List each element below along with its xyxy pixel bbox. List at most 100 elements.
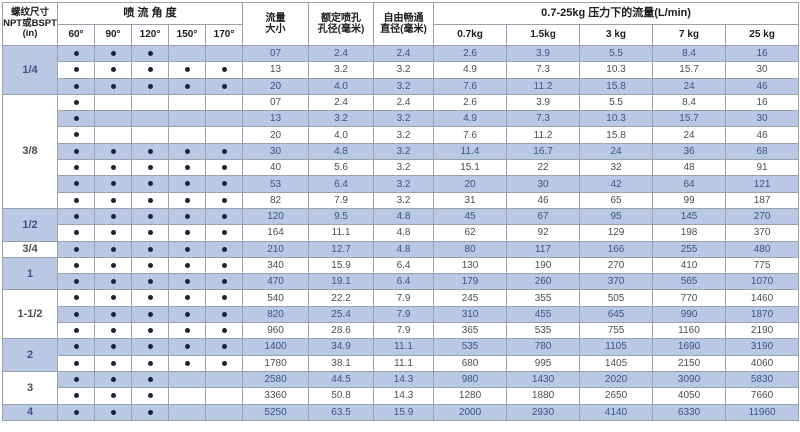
angle-availability-cell [94, 159, 132, 177]
free-passage-cell: 3.2 [373, 110, 435, 128]
flow-rate-cell: 5.5 [579, 93, 654, 112]
free-passage-cell: 15.9 [373, 403, 435, 421]
free-passage-cell: 3.2 [373, 126, 435, 144]
angle-availability-cell [168, 289, 206, 307]
flow-size-cell: 470 [242, 273, 310, 291]
dot-icon [221, 148, 227, 154]
flow-rate-cell: 95 [579, 207, 654, 226]
flow-rate-cell: 2930 [506, 403, 581, 421]
flow-rate-cell: 32 [579, 159, 654, 177]
dot-icon [110, 262, 116, 268]
free-passage-cell: 7.9 [373, 305, 435, 324]
dot-icon [73, 311, 79, 317]
flow-size-cell: 40 [242, 159, 310, 177]
thread-size-cell: 3/4 [2, 240, 58, 258]
flow-rate-cell: 1460 [725, 289, 800, 307]
dot-icon [110, 67, 116, 73]
dot-icon [110, 83, 116, 89]
header-flow-line2: 大小 [265, 24, 286, 35]
flow-rate-cell: 15.8 [579, 77, 654, 95]
flow-rate-cell: 1070 [725, 273, 800, 291]
free-passage-cell: 3.2 [373, 159, 435, 177]
flow-rate-cell: 980 [433, 370, 508, 389]
header-free-passage-line1: 自由畅通 [383, 12, 424, 24]
angle-availability-cell [168, 126, 206, 144]
flow-size-cell: 13 [242, 61, 310, 79]
flow-rate-cell: 130 [433, 256, 508, 275]
flow-rate-cell: 1105 [579, 338, 654, 356]
table-row: 164 11.1 4.8 62 92 129 198 370 [3, 224, 800, 242]
flow-rate-cell: 2150 [652, 354, 727, 372]
flow-size-cell: 2580 [242, 370, 310, 389]
free-passage-cell: 3.2 [373, 191, 435, 209]
thread-size-cell: 1/4 [2, 45, 58, 95]
angle-availability-cell [168, 77, 206, 95]
dot-icon [147, 393, 153, 399]
flow-rate-cell: 3.9 [506, 44, 581, 63]
angle-availability-cell [57, 224, 95, 242]
flow-rate-cell: 7.6 [433, 126, 508, 144]
dot-icon [221, 279, 227, 285]
angle-availability-cell [57, 273, 95, 291]
flow-rate-cell: 67 [506, 207, 581, 226]
dot-icon [147, 246, 153, 252]
angle-availability-cell [168, 142, 206, 161]
orifice-diameter-cell: 50.8 [308, 387, 375, 405]
angle-availability-cell [168, 240, 206, 258]
angle-availability-cell [57, 159, 95, 177]
dot-icon [73, 213, 79, 219]
flow-rate-cell: 65 [579, 191, 654, 209]
thread-size-cell: 1 [2, 256, 58, 291]
flow-rate-cell: 15.8 [579, 126, 654, 144]
angle-availability-cell [204, 322, 244, 340]
dot-icon [73, 181, 79, 187]
angle-availability-cell [204, 142, 244, 161]
flow-rate-cell: 99 [652, 191, 727, 209]
angle-availability-cell [94, 61, 132, 79]
table-row: 3360 50.8 14.3 1280 1880 2650 4050 7660 [3, 387, 800, 405]
orifice-diameter-cell: 63.5 [308, 403, 375, 421]
flow-size-cell: 20 [242, 126, 310, 144]
dot-icon [147, 67, 153, 73]
dot-icon [110, 360, 116, 366]
dot-icon [73, 344, 79, 350]
dot-icon [184, 295, 190, 301]
flow-rate-cell: 370 [579, 273, 654, 291]
angle-availability-cell [204, 93, 244, 112]
flow-size-cell: 5250 [242, 403, 310, 421]
header-thread-line2: NPT或BSPT [3, 17, 57, 29]
header-pressure-7kg: 7 kg [652, 24, 727, 46]
dot-icon [147, 83, 153, 89]
dot-icon [221, 344, 227, 350]
flow-rate-cell: 190 [506, 256, 581, 275]
orifice-diameter-cell: 25.4 [308, 305, 375, 324]
flow-rate-cell: 10.3 [579, 61, 654, 79]
flow-size-cell: 53 [242, 175, 310, 193]
dot-icon [221, 67, 227, 73]
flow-rate-cell: 8.4 [652, 44, 727, 63]
table-row: 13 3.2 3.2 4.9 7.3 10.3 15.7 30 [3, 110, 800, 128]
angle-availability-cell [168, 207, 206, 226]
flow-rate-cell: 7.6 [433, 77, 508, 95]
flow-size-cell: 340 [242, 256, 310, 275]
dot-icon [110, 328, 116, 334]
header-pressure-flow-group: 0.7-25kg 压力下的流量(L/min) [433, 2, 800, 25]
free-passage-cell: 7.9 [373, 289, 435, 307]
dot-icon [147, 279, 153, 285]
angle-availability-cell [204, 354, 244, 372]
header-spray-angle-group: 喷 流 角 度 [56, 2, 244, 25]
flow-rate-cell: 4060 [725, 354, 800, 372]
header-angle-60: 60° [57, 24, 95, 46]
dot-icon [221, 181, 227, 187]
flow-rate-cell: 117 [506, 240, 581, 258]
flow-rate-cell: 990 [652, 305, 727, 324]
flow-rate-cell: 11.2 [506, 126, 581, 144]
dot-icon [110, 246, 116, 252]
angle-availability-cell [57, 110, 95, 128]
angle-availability-cell [204, 126, 244, 144]
angle-availability-cell [131, 354, 169, 372]
table-row: 40 5.6 3.2 15.1 22 32 48 91 [3, 159, 800, 177]
flow-size-cell: 820 [242, 305, 310, 324]
flow-rate-cell: 1430 [506, 370, 581, 389]
flow-rate-cell: 365 [433, 322, 508, 340]
